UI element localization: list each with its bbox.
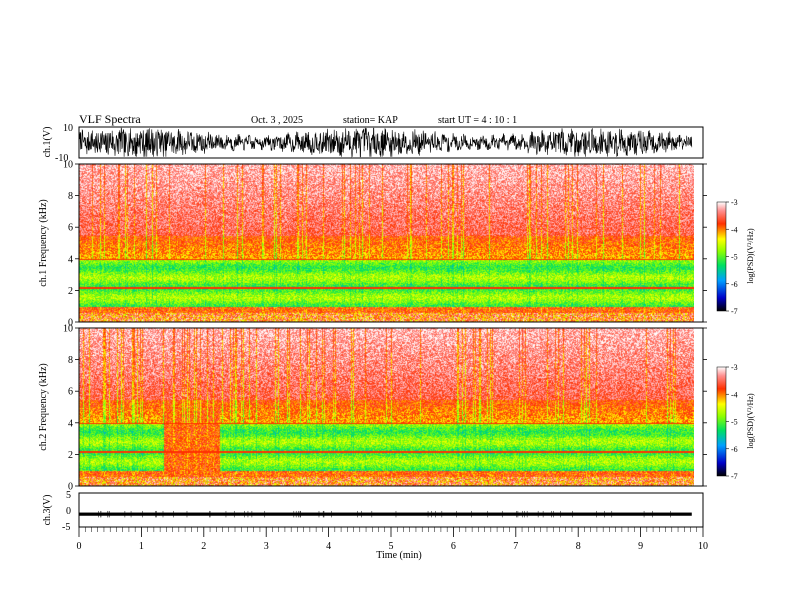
y-tick-label: 2 — [68, 286, 73, 297]
colorbar-tick-label: -6 — [731, 445, 738, 454]
ch1-ytick-top: 10 — [63, 123, 73, 134]
ch3-waveform-band — [79, 512, 692, 516]
ch1-waveform-line — [78, 127, 693, 158]
ch1-spectrogram-frame — [78, 163, 704, 323]
ch3-waveform-trace — [79, 510, 692, 518]
date-label: Oct. 3 , 2025 — [251, 115, 303, 126]
colorbar-tick-label: -6 — [731, 280, 738, 289]
ch1-colorbar-ticks: -3 -4 -5 -6 -7 — [726, 198, 738, 316]
y-tick-label: 6 — [68, 223, 73, 234]
ch3-waveform-panel: 5 0 -5 ch.3(V) 0 1 2 3 4 5 6 7 8 9 10 Time (min) — [42, 490, 708, 561]
colorbar-tick-label: -5 — [731, 253, 738, 262]
ch2-colorbar: -3 -4 -5 -6 -7 log(PSD)(V²/Hz) — [716, 363, 755, 481]
ch2-colorbar-label: log(PSD)(V²/Hz) — [746, 393, 755, 449]
y-tick-label: 4 — [68, 418, 73, 429]
ch1-waveform-ylabel: ch.1(V) — [42, 127, 53, 158]
ch1-colorbar-label: log(PSD)(V²/Hz) — [746, 228, 755, 284]
y-tick-label: 2 — [68, 450, 73, 461]
station-label: station= KAP — [343, 115, 398, 126]
x-tick-label: 8 — [576, 541, 581, 552]
colorbar-tick-label: -3 — [731, 363, 738, 372]
time-axis: 0 1 2 3 4 5 6 7 8 9 10 — [77, 527, 708, 552]
x-tick-label: 0 — [77, 541, 82, 552]
y-tick-label: 10 — [63, 324, 73, 335]
colorbar-tick-label: -5 — [731, 418, 738, 427]
y-tick-label: 8 — [68, 191, 73, 202]
ch3-waveform-ylabel: ch.3(V) — [42, 495, 53, 526]
x-tick-label: 6 — [451, 541, 456, 552]
ch2-colorbar-ticks: -3 -4 -5 -6 -7 — [726, 363, 738, 481]
x-tick-label: 1 — [139, 541, 144, 552]
colorbar-tick-label: -7 — [731, 307, 738, 316]
ch1-spectrogram-ylabel: ch.1 Frequency (kHz) — [38, 199, 49, 286]
colorbar-tick-label: -7 — [731, 472, 738, 481]
x-tick-label: 9 — [638, 541, 643, 552]
y-tick-label: 6 — [68, 387, 73, 398]
colorbar-tick-label: -4 — [731, 390, 738, 399]
ch1-ytick-bottom: -10 — [55, 153, 68, 164]
ch1-waveform-trace — [78, 127, 693, 158]
ch2-colorbar-gradient — [716, 366, 727, 477]
ch2-spectrogram-frame — [78, 327, 704, 487]
y-tick-label: 4 — [68, 254, 73, 265]
ch1-spectrogram-yaxis: 0 2 4 6 8 10 — [63, 160, 707, 329]
ch3-ytick-mid: 0 — [66, 506, 71, 517]
colorbar-tick-label: -4 — [731, 225, 738, 234]
ch3-waveform-frame — [78, 492, 704, 528]
ch2-spectrogram-ylabel: ch.2 Frequency (kHz) — [38, 363, 49, 450]
x-tick-label: 4 — [326, 541, 331, 552]
x-tick-label: 3 — [264, 541, 269, 552]
ch3-ytick-top: 5 — [66, 490, 71, 501]
x-tick-label: 2 — [201, 541, 206, 552]
ch2-spectrogram-panel: 0 2 4 6 8 10 ch.2 Frequency (kHz) — [38, 324, 707, 493]
ch1-colorbar: -3 -4 -5 -6 -7 log(PSD)(V²/Hz) — [716, 198, 755, 316]
ch1-spectrogram-panel: 0 2 4 6 8 10 ch.1 Frequency (kHz) — [38, 160, 707, 329]
x-tick-label: 7 — [513, 541, 518, 552]
time-axis-label: Time (min) — [376, 550, 421, 561]
y-tick-label: 0 — [68, 482, 73, 493]
y-tick-label: 8 — [68, 355, 73, 366]
x-tick-label: 10 — [698, 541, 708, 552]
ch2-spectrogram-image — [79, 328, 694, 486]
ch3-ytick-bottom: -5 — [62, 522, 70, 533]
start-ut-label: start UT = 4 : 10 : 1 — [438, 115, 517, 126]
ch1-spectrogram-image — [79, 164, 694, 322]
figure-title: VLF Spectra — [79, 112, 141, 126]
ch1-waveform-panel: 10 -10 ch.1(V) — [42, 123, 704, 164]
x-tick-label: 5 — [389, 541, 394, 552]
y-tick-label: 10 — [63, 160, 73, 171]
ch1-colorbar-gradient — [716, 201, 727, 312]
colorbar-tick-label: -3 — [731, 198, 738, 207]
y-tick-label: 0 — [68, 318, 73, 329]
ch2-spectrogram-yaxis: 0 2 4 6 8 10 — [63, 324, 707, 493]
ch1-waveform-frame — [78, 126, 704, 159]
